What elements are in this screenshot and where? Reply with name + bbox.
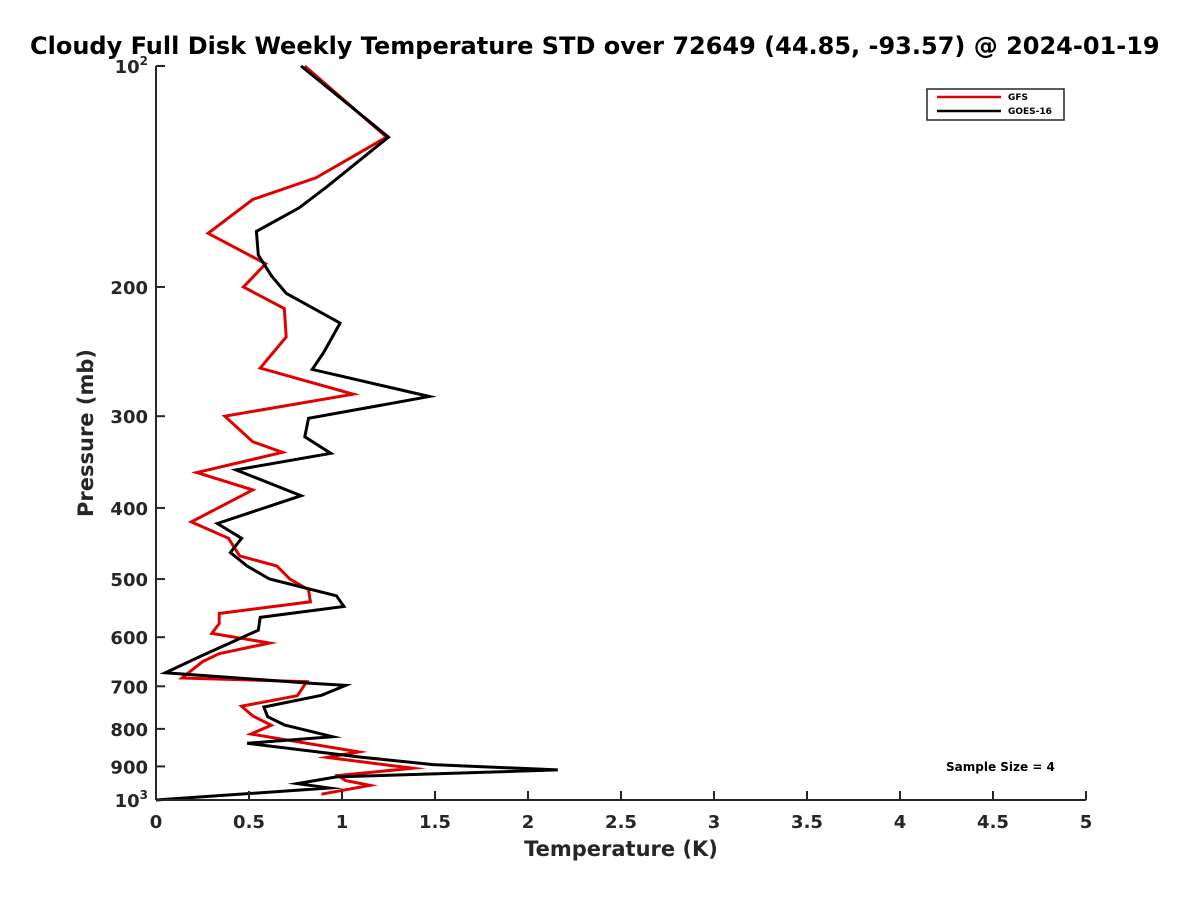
y-tick-label: 103 [115,788,148,812]
y-tick-label: 600 [110,628,148,649]
plot-area: 0 0.5 1 1.5 2 2.5 3 3.5 4 4.5 5 102 200 300 400 500 600 7… [110,54,1092,833]
x-tick-label: 0.5 [233,812,265,833]
sample-size-annotation: Sample Size = 4 [946,760,1055,774]
series-line-goes-16 [155,64,558,802]
x-axis-label: Temperature (K) [524,837,718,861]
x-tick-label: 1.5 [419,812,451,833]
chart-title: Cloudy Full Disk Weekly Temperature STD … [30,32,1160,60]
series-line-gfs [177,64,427,796]
y-tick-label: 500 [110,570,148,591]
y-tick-label: 800 [110,720,148,741]
x-tick-label: 4 [894,812,907,833]
x-tick-label: 4.5 [977,812,1009,833]
legend: GFS GOES-16 [926,88,1065,121]
legend-box [926,88,1065,121]
y-tick-label: 400 [110,499,148,520]
x-tick-label: 2 [522,812,535,833]
x-tick-label: 5 [1080,812,1093,833]
x-tick-label: 3.5 [791,812,823,833]
y-axis-label: Pressure (mb) [74,349,98,517]
x-tick-label: 3 [708,812,721,833]
x-tick-label: 2.5 [605,812,637,833]
y-tick-label: 200 [110,278,148,299]
y-tick-label: 300 [110,407,148,428]
y-tick-label: 700 [110,677,148,698]
legend-label: GOES-16 [1008,107,1052,117]
x-tick-label: 0 [150,812,163,833]
x-tick-label: 1 [336,812,349,833]
y-tick-label: 102 [115,54,148,78]
legend-label: GFS [1008,93,1028,103]
y-tick-label: 900 [110,757,148,778]
